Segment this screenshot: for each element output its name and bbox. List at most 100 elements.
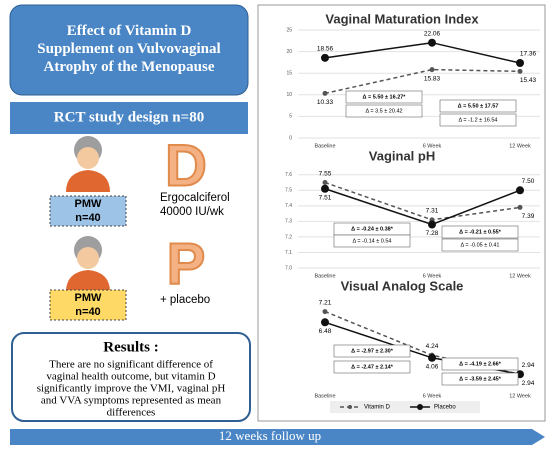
- results-box: [11, 332, 251, 422]
- x-tick-label: Baseline: [314, 273, 335, 279]
- arm-letter: D: [165, 133, 207, 198]
- data-point: [428, 353, 436, 362]
- results-text: significantly improve the VMI, vaginal p…: [37, 383, 226, 395]
- data-point: [428, 38, 436, 47]
- person-icon: [66, 236, 110, 292]
- title: Effect of Vitamin D Supplement on Vulvova…: [37, 23, 220, 75]
- data-label: 7.55: [319, 170, 332, 177]
- title-box: [9, 4, 249, 96]
- y-tick-label: 7.6: [285, 172, 292, 178]
- annotation: Δ = -0.21 ± 0.55*: [459, 229, 502, 235]
- annotation: Δ = 5.50 ± 17.57: [458, 103, 499, 109]
- data-label: 6.48: [319, 328, 332, 335]
- y-tick-label: 10: [286, 92, 292, 98]
- data-point: [322, 90, 328, 96]
- annotation-box: [441, 357, 519, 371]
- chart-title: Vaginal Maturation Index: [325, 11, 479, 26]
- data-label: 2.94: [522, 380, 535, 387]
- group-label: PMW: [75, 198, 103, 210]
- annotation: Δ = -0.14 ± 0.54: [353, 238, 392, 244]
- data-point: [516, 186, 524, 195]
- x-tick-label: Baseline: [314, 143, 335, 149]
- data-point: [322, 309, 328, 315]
- x-tick-label: 12 Week: [509, 273, 531, 279]
- y-tick-label: 25: [286, 27, 292, 33]
- y-tick-label: 15: [286, 71, 292, 77]
- results-text: vaginal health outcome, but vitamin D: [46, 371, 215, 383]
- y-tick-label: 7.2: [285, 234, 292, 240]
- data-label: 17.36: [520, 51, 537, 58]
- results-heading: Results :: [103, 339, 158, 355]
- data-label: 22.06: [424, 30, 441, 37]
- treatment-label: 40000 IU/wk: [160, 206, 224, 218]
- x-tick-label: 12 Week: [509, 393, 531, 399]
- x-tick-label: 6 Week: [423, 273, 442, 279]
- data-point: [516, 59, 524, 68]
- data-point: [429, 67, 435, 73]
- y-tick-label: 7.3: [285, 219, 292, 225]
- annotation: Δ = -1.2 ± 16.54: [459, 117, 498, 123]
- data-label: 7.31: [426, 208, 439, 215]
- annotation-box: [441, 372, 519, 386]
- design-label: RCT study design n=80: [54, 109, 204, 125]
- data-label: 4.06: [426, 364, 439, 371]
- data-point: [517, 68, 523, 74]
- annotation: Δ = 5.50 ± 16.27*: [363, 94, 407, 100]
- results-text: There are no significant difference of: [49, 359, 213, 371]
- series-line: [324, 68, 521, 95]
- annotation: Δ = -3.59 ± 2.45*: [459, 376, 502, 382]
- timeline-arrow: [10, 429, 545, 445]
- arm-letter: P: [167, 231, 206, 296]
- annotation: Δ = -4.19 ± 2.66*: [459, 361, 502, 367]
- annotation-box: [333, 360, 411, 374]
- annotation-box: [441, 238, 519, 252]
- data-label: 4.24: [426, 343, 439, 350]
- data-label: 7.39: [522, 213, 535, 220]
- group-label: n=40: [75, 212, 100, 224]
- annotation: Δ = -0.05 ± 0.41: [461, 242, 500, 248]
- y-tick-label: 7.4: [285, 203, 292, 209]
- y-tick-label: 7.1: [285, 250, 292, 256]
- data-point: [321, 53, 329, 62]
- treatment-label: Ergocalciferol: [160, 192, 230, 204]
- legend-marker: [417, 404, 423, 410]
- data-label: 7.51: [319, 194, 332, 201]
- legend-label: Vitamin D: [364, 405, 391, 411]
- legend-box: [330, 401, 480, 413]
- annotation-box: [333, 344, 411, 358]
- annotation-box: [345, 90, 423, 104]
- y-tick-label: 7.0: [285, 265, 292, 271]
- data-label: 7.50: [522, 178, 535, 185]
- group-label: n=40: [75, 306, 100, 318]
- design-banner: [10, 102, 248, 134]
- data-label: 15.43: [520, 77, 537, 84]
- group-box: [49, 195, 127, 227]
- data-point: [517, 204, 523, 210]
- annotation-box: [439, 99, 517, 113]
- legend-marker: [348, 405, 352, 409]
- treatment-label: + placebo: [160, 294, 210, 306]
- annotation: Δ = -2.47 ± 2.14*: [351, 364, 394, 370]
- group-label: PMW: [75, 292, 103, 304]
- legend-label: Placebo: [434, 405, 456, 411]
- annotation-box: [333, 234, 411, 248]
- data-point: [428, 220, 436, 229]
- data-label: 7.21: [319, 299, 332, 306]
- data-point: [322, 180, 328, 186]
- data-point: [321, 184, 329, 193]
- x-tick-label: 6 Week: [423, 393, 442, 399]
- data-label: 7.28: [426, 230, 439, 237]
- results-text: differences: [107, 407, 156, 419]
- y-tick-label: 20: [286, 49, 292, 55]
- x-tick-label: 6 Week: [423, 143, 442, 149]
- chart-title: Visual Analog Scale: [341, 278, 464, 293]
- data-point: [321, 318, 329, 327]
- results-text: and VVA symptoms represented as mean: [41, 395, 222, 407]
- data-label: 18.56: [317, 46, 334, 53]
- annotation: Δ = 3.5 ± 20.42: [365, 108, 402, 114]
- annotation: Δ = -2.97 ± 2.30*: [351, 348, 394, 354]
- data-label: 15.83: [424, 75, 441, 82]
- x-tick-label: 12 Week: [509, 143, 531, 149]
- x-tick-label: Baseline: [314, 393, 335, 399]
